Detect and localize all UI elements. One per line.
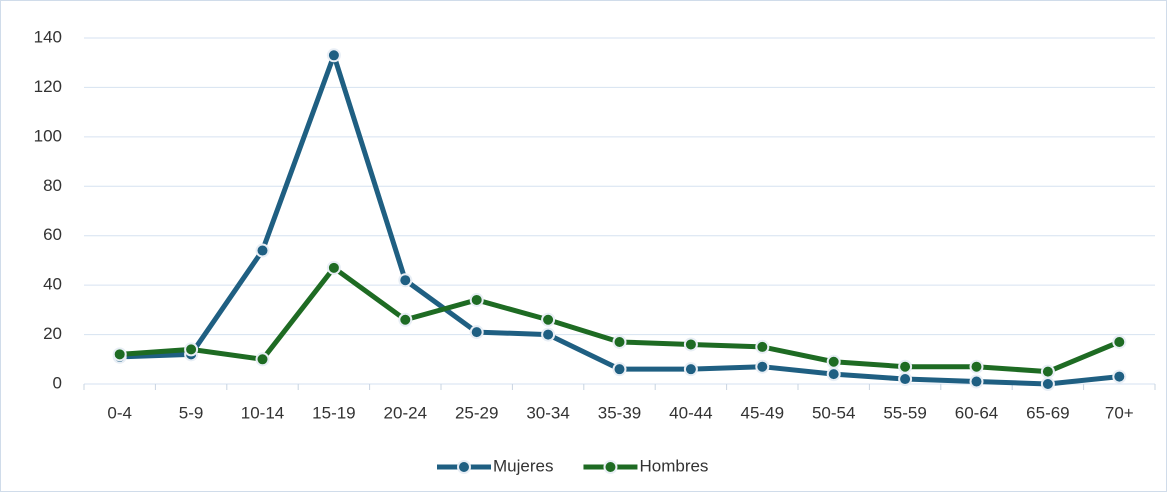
point: [969, 374, 984, 389]
chart-frame: [0, 0, 1167, 492]
point: [1040, 377, 1055, 391]
x-tick-label: 25-29: [455, 403, 498, 422]
point: [755, 359, 770, 374]
point: [326, 260, 341, 275]
point: [326, 48, 341, 63]
point: [469, 292, 484, 307]
point: [112, 347, 127, 362]
point: [826, 367, 841, 382]
point: [184, 342, 199, 357]
legend-marker: [457, 460, 471, 474]
x-tick-label: 65-69: [1026, 403, 1069, 422]
point: [1040, 364, 1055, 379]
x-tick-label: 50-54: [812, 403, 855, 422]
y-tick-label: 40: [43, 275, 62, 294]
point: [255, 243, 270, 258]
point: [612, 362, 627, 377]
point: [683, 362, 698, 377]
x-tick-label: 5-9: [179, 403, 204, 422]
y-tick-label: 20: [43, 324, 62, 343]
x-tick-label: 20-24: [384, 403, 427, 422]
x-tick-label: 10-14: [241, 403, 284, 422]
legend-label: Hombres: [639, 456, 708, 475]
x-tick-label: 0-4: [107, 403, 132, 422]
point: [541, 312, 556, 327]
y-tick-label: 60: [43, 225, 62, 244]
point: [826, 354, 841, 369]
point: [1112, 369, 1127, 384]
x-tick-label: 45-49: [741, 403, 784, 422]
x-tick-label: 30-34: [526, 403, 569, 422]
x-tick-label: 60-64: [955, 403, 998, 422]
point: [612, 334, 627, 349]
x-tick-label: 40-44: [669, 403, 712, 422]
point: [755, 339, 770, 354]
point: [898, 359, 913, 374]
point: [469, 325, 484, 340]
x-tick-label: 35-39: [598, 403, 641, 422]
y-tick-label: 0: [53, 373, 62, 392]
point: [398, 273, 413, 288]
point: [683, 337, 698, 352]
y-tick-label: 120: [34, 77, 62, 96]
legend-marker: [603, 460, 618, 474]
y-tick-label: 140: [34, 27, 62, 46]
x-tick-label: 70+: [1105, 403, 1134, 422]
point: [541, 327, 556, 342]
x-tick-label: 55-59: [883, 403, 926, 422]
point: [969, 359, 984, 374]
point: [898, 372, 913, 387]
legend-label: Mujeres: [493, 456, 553, 475]
y-tick-label: 80: [43, 176, 62, 195]
point: [255, 352, 270, 367]
point: [398, 312, 413, 327]
y-tick-label: 100: [34, 126, 62, 145]
point: [1112, 334, 1127, 349]
x-tick-label: 15-19: [312, 403, 355, 422]
